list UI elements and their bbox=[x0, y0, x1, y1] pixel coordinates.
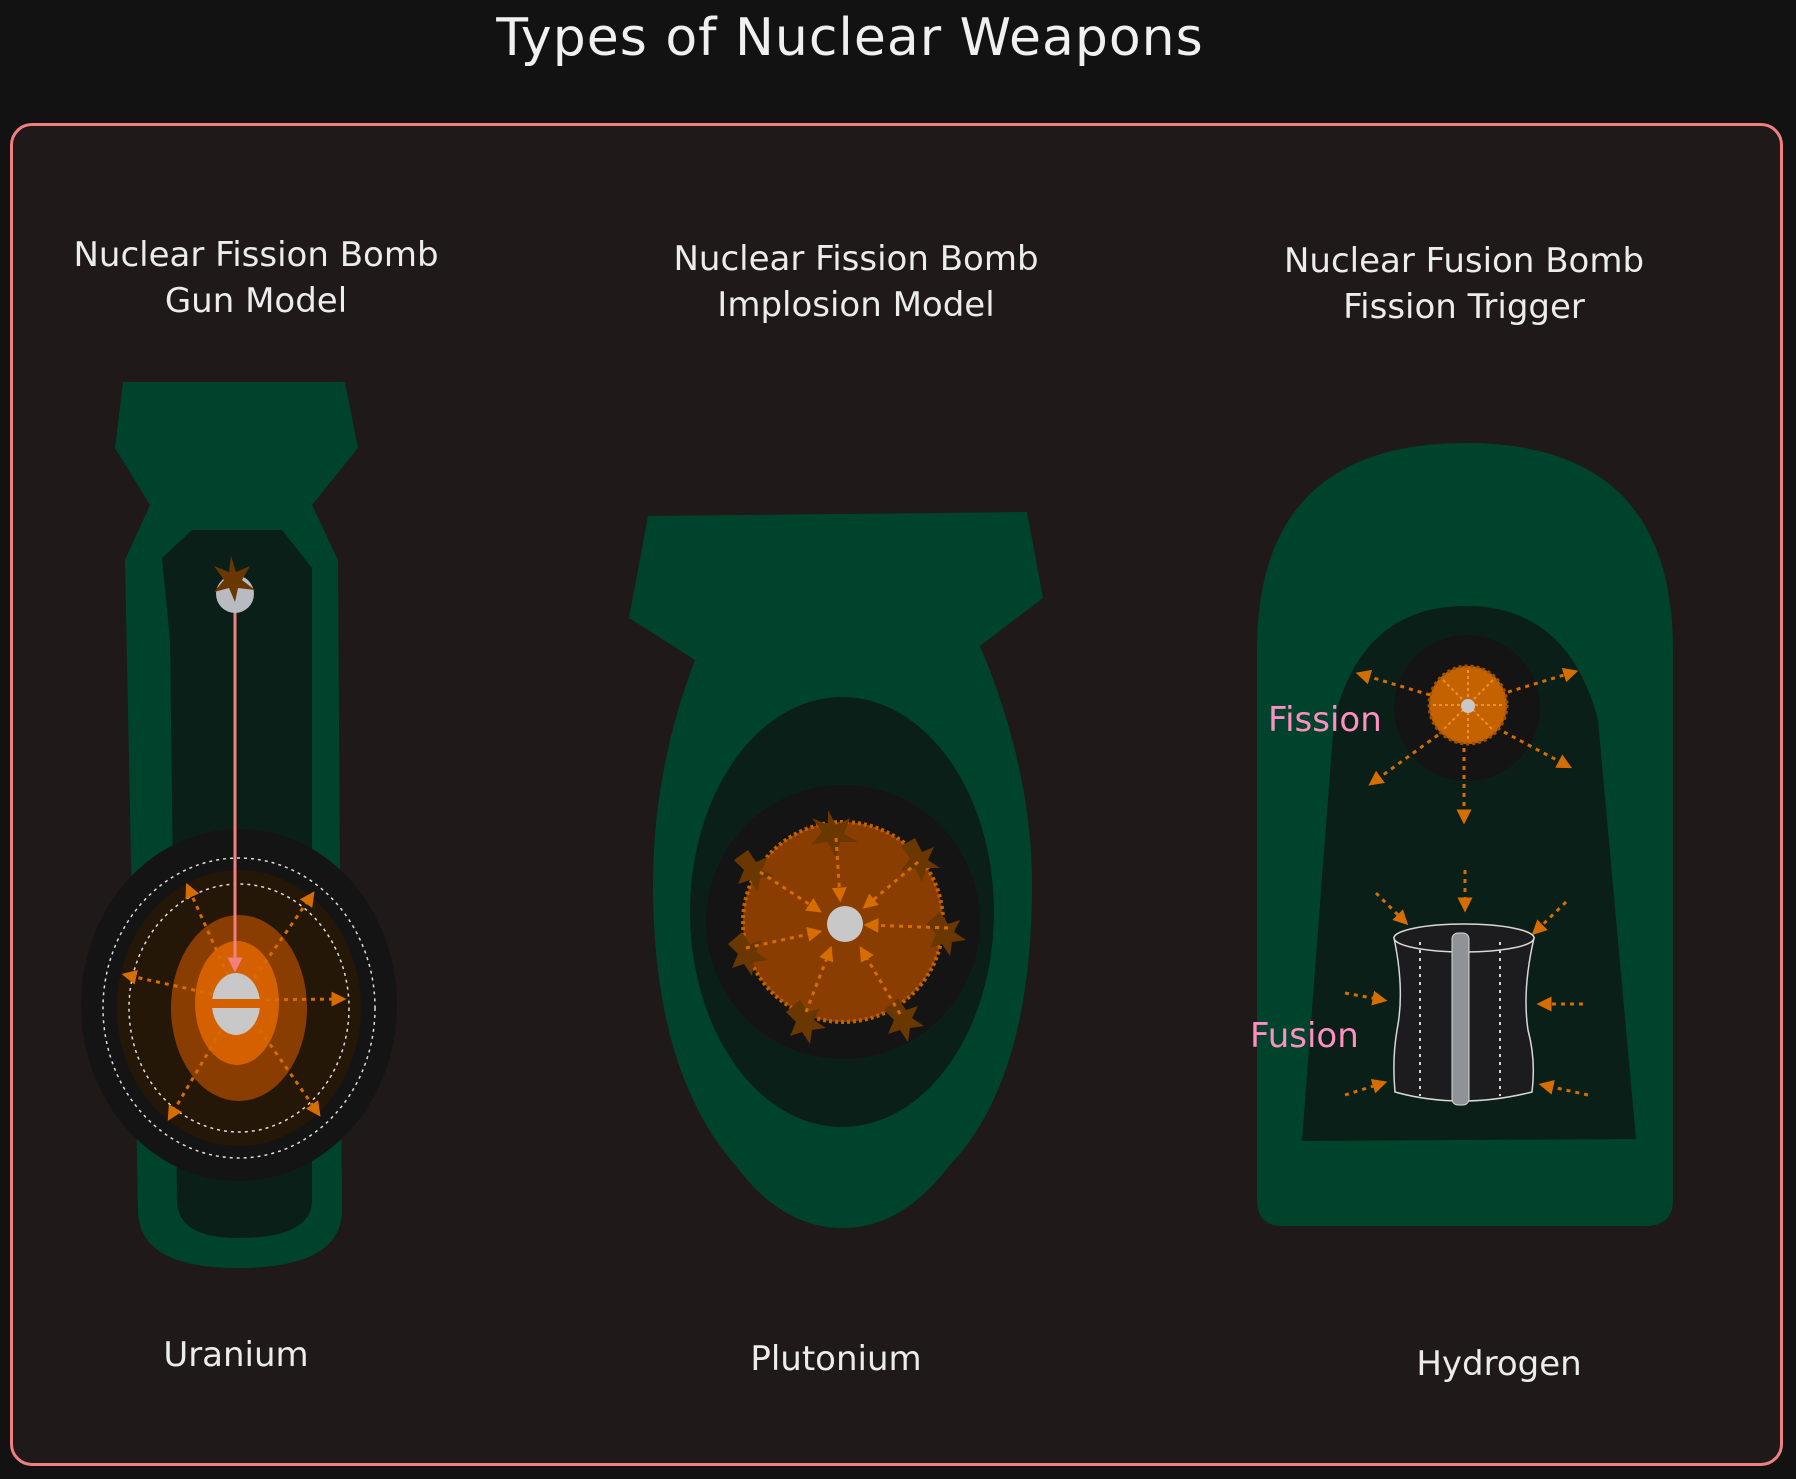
fusion-bomb bbox=[1257, 443, 1673, 1226]
plutonium-caption: Plutonium bbox=[750, 1339, 922, 1379]
hydrogen-caption: Hydrogen bbox=[1416, 1344, 1582, 1384]
gun-model-heading: Nuclear Fission Bomb Gun Model bbox=[56, 232, 456, 324]
gun-model-bomb bbox=[81, 382, 397, 1268]
gun-model-heading-line1: Nuclear Fission Bomb bbox=[73, 235, 439, 275]
uranium-caption: Uranium bbox=[163, 1335, 309, 1375]
implosion-model-heading-line2: Implosion Model bbox=[717, 285, 995, 325]
implosion-model-bomb bbox=[629, 512, 1043, 1228]
fusion-bomb-heading-line1: Nuclear Fusion Bomb bbox=[1283, 241, 1645, 281]
gun-model-heading-line2: Gun Model bbox=[164, 281, 348, 321]
implosion-model-heading: Nuclear Fission Bomb Implosion Model bbox=[656, 236, 1056, 328]
page-title: Types of Nuclear Weapons bbox=[496, 8, 1204, 68]
fusion-bomb-heading: Nuclear Fusion Bomb Fission Trigger bbox=[1264, 238, 1664, 330]
fusion-stage-label: Fusion bbox=[1250, 1016, 1359, 1056]
fission-stage-label: Fission bbox=[1268, 700, 1382, 740]
fusion-bomb-heading-line2: Fission Trigger bbox=[1343, 287, 1585, 327]
implosion-model-heading-line1: Nuclear Fission Bomb bbox=[673, 239, 1039, 279]
